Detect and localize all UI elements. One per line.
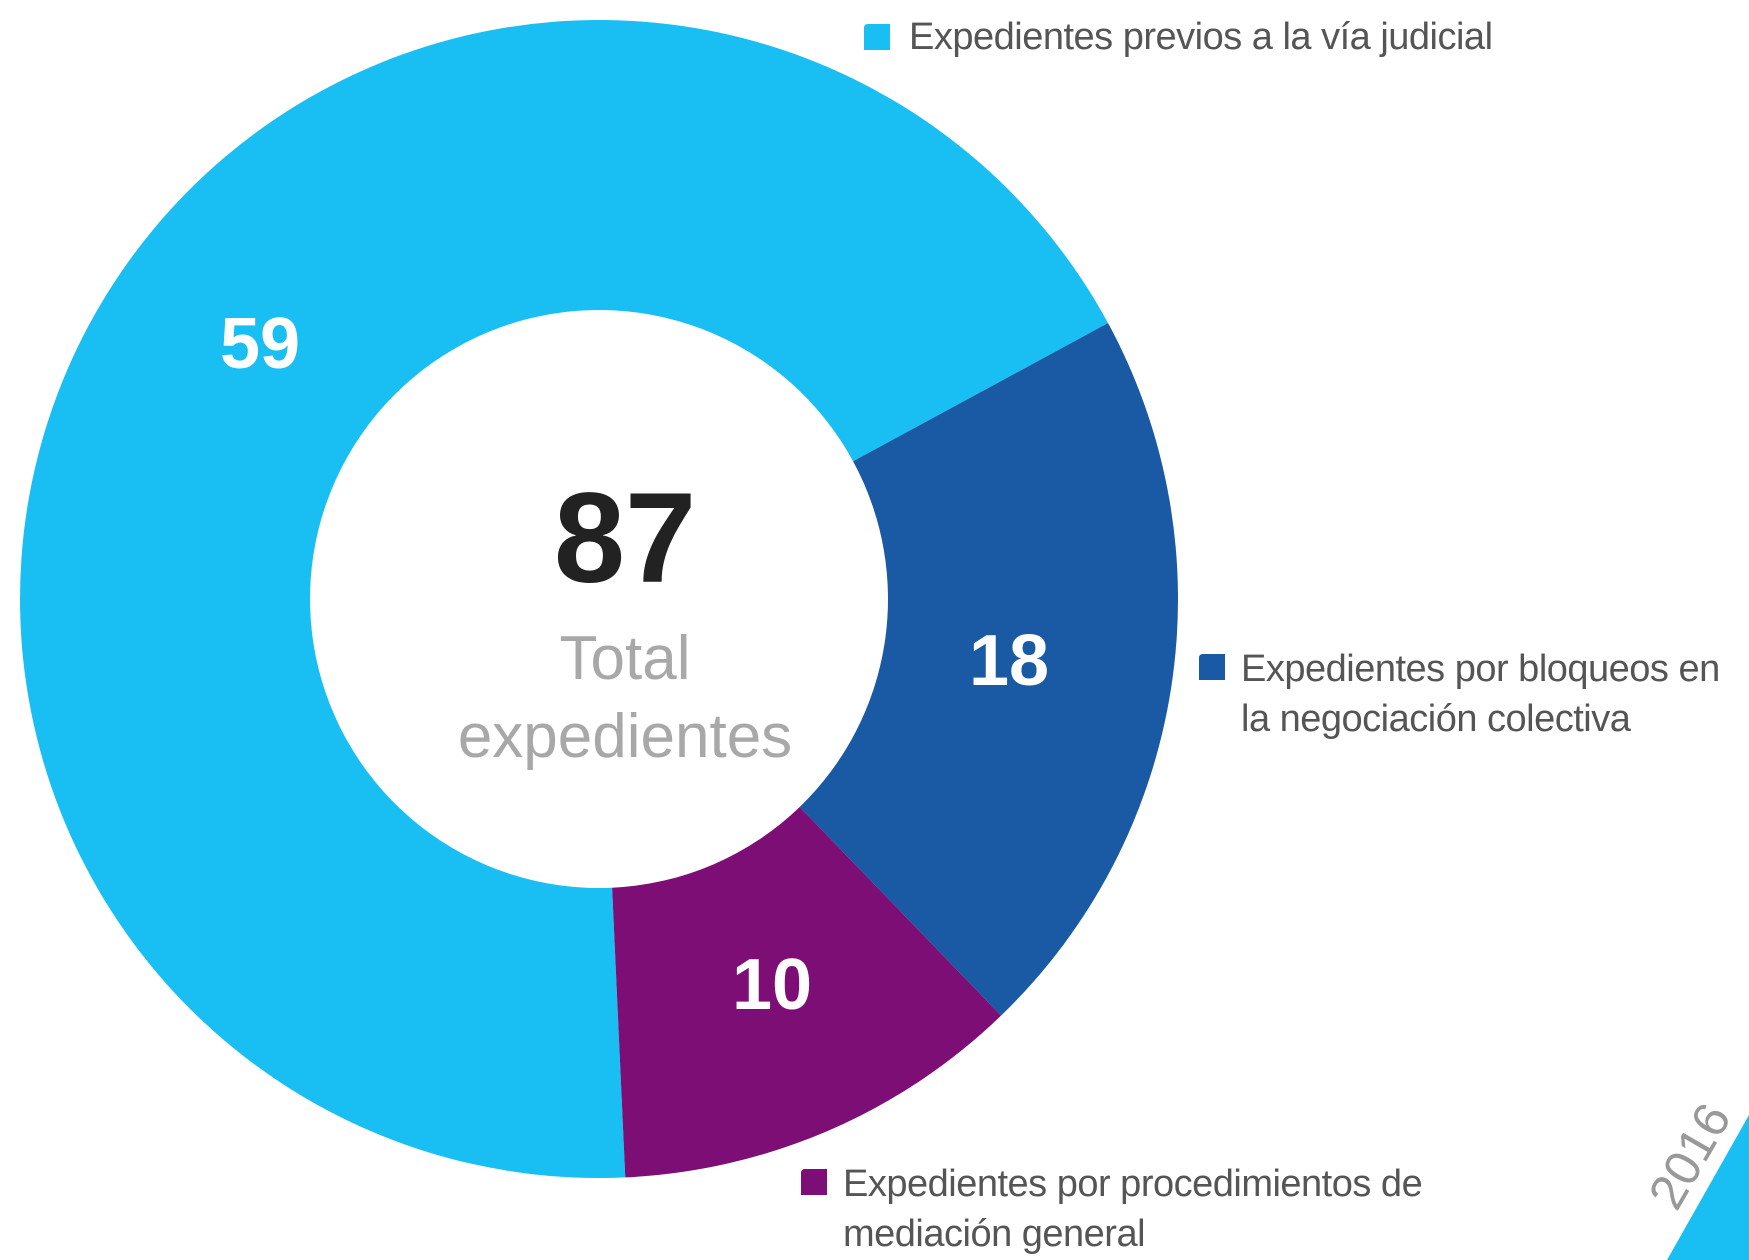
- value-label: 10: [732, 945, 812, 1025]
- legend-swatch: [801, 1169, 827, 1195]
- donut-segment: [19, 20, 1109, 1178]
- value-label: 18: [969, 621, 1049, 701]
- legend-label: Expedientes por bloqueos en la negociaci…: [1241, 648, 1720, 740]
- corner-triangle: [1667, 1115, 1749, 1260]
- legend-label: Expedientes por procedimientos de mediac…: [843, 1163, 1423, 1255]
- legend-label: Expedientes previos a la vía judicial: [909, 16, 1493, 58]
- donut-segment: [799, 323, 1179, 1016]
- legend-swatch: [864, 24, 890, 50]
- total-value: 87: [554, 467, 696, 610]
- value-label: 59: [220, 304, 300, 384]
- donut-segment: [612, 806, 1002, 1178]
- total-label: Total expedientes: [457, 624, 793, 771]
- legend-swatch: [1199, 654, 1225, 680]
